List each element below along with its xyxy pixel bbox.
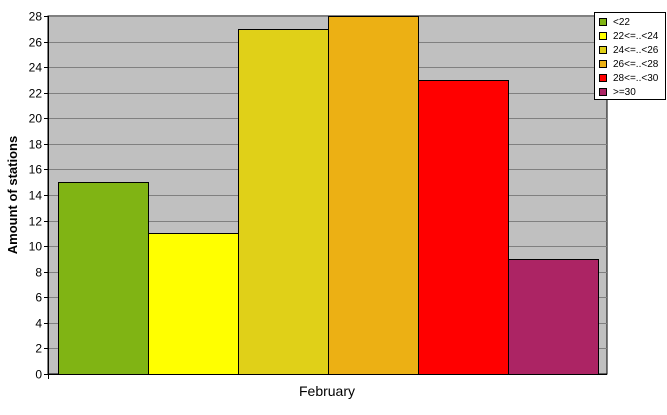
legend-swatch xyxy=(599,88,607,96)
bar xyxy=(328,16,419,375)
legend-item: >=30 xyxy=(599,85,665,99)
legend-swatch xyxy=(599,18,607,26)
y-axis-title: Amount of stations xyxy=(5,136,20,254)
y-tick-label: 28 xyxy=(29,10,43,24)
y-tick-label: 10 xyxy=(29,240,43,254)
legend-label: <22 xyxy=(613,16,630,28)
legend-label: 22<=..<24 xyxy=(613,30,659,42)
legend-item: <22 xyxy=(599,15,665,29)
y-tick-label: 16 xyxy=(29,163,43,177)
x-category-label: February xyxy=(299,383,355,399)
bar xyxy=(418,80,509,375)
legend-item: 28<=..<30 xyxy=(599,71,665,85)
y-tick-label: 14 xyxy=(29,189,43,203)
y-tick-label: 22 xyxy=(29,87,43,101)
legend-swatch xyxy=(599,74,607,82)
y-tick-label: 24 xyxy=(29,61,43,75)
bar xyxy=(508,259,599,375)
legend-swatch xyxy=(599,60,607,68)
y-tick-label: 6 xyxy=(35,291,42,305)
y-tick-label: 18 xyxy=(29,138,43,152)
legend-item: 24<=..<26 xyxy=(599,43,665,57)
legend-swatch xyxy=(599,46,607,54)
legend-item: 22<=..<24 xyxy=(599,29,665,43)
y-tick-label: 2 xyxy=(35,342,42,356)
y-tick-label: 26 xyxy=(29,36,43,50)
legend-label: 26<=..<28 xyxy=(613,58,659,70)
legend-label: 24<=..<26 xyxy=(613,44,659,56)
y-tick-label: 4 xyxy=(35,317,42,331)
legend: <22 22<=..<24 24<=..<26 26<=..<28 28<=..<30 >… xyxy=(594,12,666,100)
bar xyxy=(58,182,149,375)
bar xyxy=(238,29,329,375)
legend-swatch xyxy=(599,32,607,40)
y-tick-label: 12 xyxy=(29,215,43,229)
y-tick-label: 8 xyxy=(35,266,42,280)
legend-item: 26<=..<28 xyxy=(599,57,665,71)
legend-label: 28<=..<30 xyxy=(613,72,659,84)
bars xyxy=(58,16,599,375)
bar xyxy=(148,233,239,375)
y-tick-label: 0 xyxy=(35,368,42,382)
axes xyxy=(48,16,607,379)
legend-label: >=30 xyxy=(613,86,636,98)
y-tick-label: 20 xyxy=(29,112,43,126)
